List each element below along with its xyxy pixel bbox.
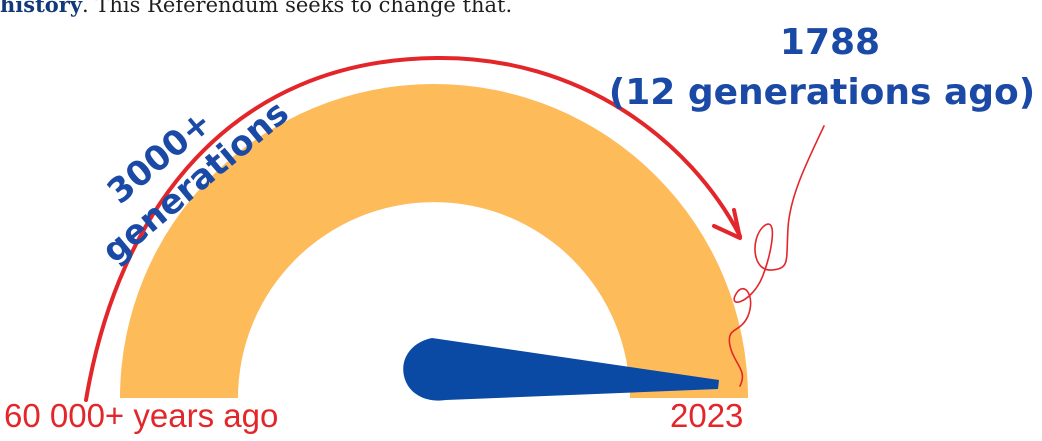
- gauge-arc: [120, 84, 748, 398]
- callout-year: 1788: [780, 22, 880, 63]
- timeline-arrow: [84, 55, 742, 402]
- gauge-needle: [403, 338, 719, 401]
- intro-rest: . This Referendum seeks to change that.: [82, 0, 513, 17]
- arrowhead-icon: [712, 208, 742, 240]
- end-label: 2023: [670, 397, 744, 434]
- callout-squiggle: [728, 125, 825, 387]
- intro-text: history. This Referendum seeks to change…: [0, 0, 512, 17]
- intro-bold-word: history: [0, 0, 83, 17]
- start-label: 60 000+ years ago: [4, 397, 279, 434]
- callout-generations: (12 generations ago): [609, 72, 1035, 113]
